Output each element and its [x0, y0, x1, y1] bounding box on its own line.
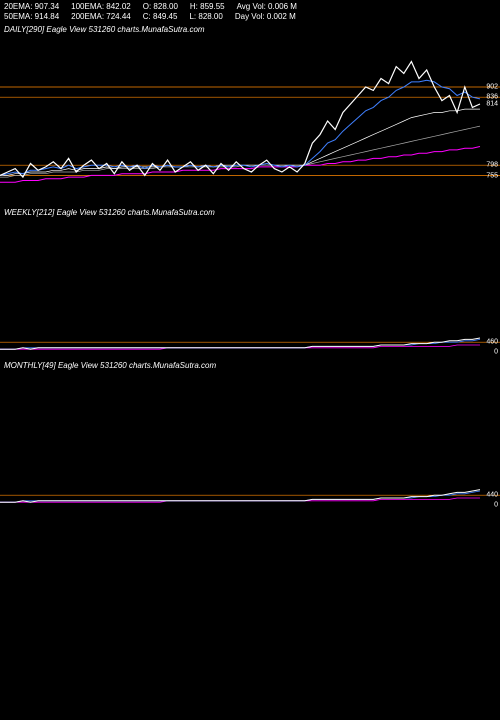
axis-label: 460	[486, 339, 498, 346]
axis-label: 755	[486, 172, 498, 179]
dayvol-stat: Day Vol: 0.002 M	[235, 12, 296, 22]
axis-label: 814	[486, 101, 498, 108]
weekly-chart: 4600	[0, 219, 500, 359]
axis-label: 798	[486, 162, 498, 169]
ema20-stat: 20EMA: 907.34	[4, 2, 59, 12]
open-stat: O: 828.00	[143, 2, 178, 12]
low-stat: L: 828.00	[189, 12, 222, 22]
weekly-title: WEEKLY[212] Eagle View 531260 charts.Mun…	[0, 206, 500, 219]
axis-label: 902	[486, 84, 498, 91]
ema100-stat: 100EMA: 842.02	[71, 2, 131, 12]
monthly-title: MONTHLY[49] Eagle View 531260 charts.Mun…	[0, 359, 500, 372]
weekly-panel: WEEKLY[212] Eagle View 531260 charts.Mun…	[0, 206, 500, 359]
avgvol-stat: Avg Vol: 0.006 M	[237, 2, 297, 12]
close-stat: C: 849.45	[143, 12, 178, 22]
daily-title: DAILY[290] Eagle View 531260 charts.Muna…	[0, 23, 500, 36]
ema200-stat: 200EMA: 724.44	[71, 12, 131, 22]
axis-label: 440	[486, 492, 498, 499]
daily-panel: DAILY[290] Eagle View 531260 charts.Muna…	[0, 23, 500, 206]
monthly-chart: 4400	[0, 372, 500, 512]
high-stat: H: 859.55	[190, 2, 225, 12]
ema50-stat: 50EMA: 914.84	[4, 12, 59, 22]
daily-chart: 902836814798755	[0, 36, 500, 206]
monthly-panel: MONTHLY[49] Eagle View 531260 charts.Mun…	[0, 359, 500, 512]
stats-header: 20EMA: 907.34 100EMA: 842.02 O: 828.00 H…	[0, 0, 500, 23]
axis-label: 0	[494, 349, 498, 356]
axis-label: 0	[494, 502, 498, 509]
